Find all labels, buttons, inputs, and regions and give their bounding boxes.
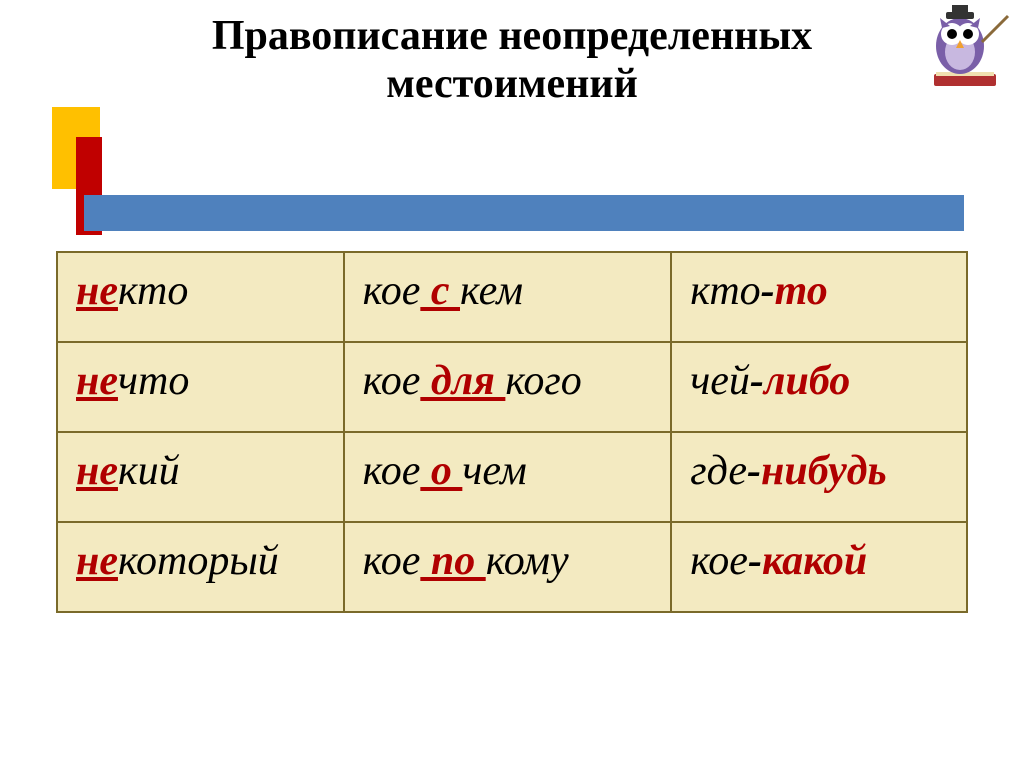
word-pre: чей [690, 358, 750, 404]
title-line-1: Правописание неопределенных [0, 12, 1024, 60]
separator: о [420, 448, 462, 494]
word-rest: что [118, 358, 189, 404]
prefix-ne: не [76, 448, 118, 494]
owl-mascot-icon [916, 2, 1016, 92]
word-pre: где [690, 448, 747, 494]
separator: по [420, 538, 485, 584]
pronoun-table: нектокое с кемкто-тонечтокое для когочей… [56, 251, 968, 613]
suffix: либо [764, 358, 850, 404]
title-line-2: местоимений [0, 60, 1024, 108]
cell-ne: некоторый [57, 522, 344, 612]
cell-koe: кое о чем [344, 432, 672, 522]
word-rest: который [118, 538, 279, 584]
table-body: нектокое с кемкто-тонечтокое для когочей… [57, 252, 967, 612]
page-title: Правописание неопределенных местоимений [0, 12, 1024, 108]
word-pre: кое [690, 538, 748, 584]
cell-suffix: чей-либо [671, 342, 967, 432]
cell-suffix: где-нибудь [671, 432, 967, 522]
separator: с [420, 268, 460, 314]
word-pre: кто [690, 268, 760, 314]
separator: для [420, 358, 505, 404]
cell-suffix: кто-то [671, 252, 967, 342]
cell-ne: некто [57, 252, 344, 342]
cell-koe: кое с кем [344, 252, 672, 342]
hyphen: - [748, 538, 762, 584]
word-pre: кое [363, 358, 421, 404]
table-row: некоторыйкое по комукое-какой [57, 522, 967, 612]
suffix: то [775, 268, 828, 314]
table-row: нечтокое для когочей-либо [57, 342, 967, 432]
word-pre: кое [363, 448, 421, 494]
cell-koe: кое по кому [344, 522, 672, 612]
deco-blue [84, 195, 964, 231]
word-rest: кто [118, 268, 188, 314]
cell-ne: некий [57, 432, 344, 522]
hyphen: - [747, 448, 761, 494]
prefix-ne: не [76, 268, 118, 314]
word-pre: кое [363, 268, 421, 314]
word-rest: кому [486, 538, 569, 584]
word-rest: чем [462, 448, 526, 494]
word-rest: кем [460, 268, 523, 314]
prefix-ne: не [76, 358, 118, 404]
cell-koe: кое для кого [344, 342, 672, 432]
cell-suffix: кое-какой [671, 522, 967, 612]
word-rest: кий [118, 448, 180, 494]
table-row: некийкое о чемгде-нибудь [57, 432, 967, 522]
table-row: нектокое с кемкто-то [57, 252, 967, 342]
word-rest: кого [505, 358, 581, 404]
word-pre: кое [363, 538, 421, 584]
hyphen: - [761, 268, 775, 314]
suffix: нибудь [761, 448, 887, 494]
hyphen: - [750, 358, 764, 404]
prefix-ne: не [76, 538, 118, 584]
suffix: какой [762, 538, 867, 584]
cell-ne: нечто [57, 342, 344, 432]
